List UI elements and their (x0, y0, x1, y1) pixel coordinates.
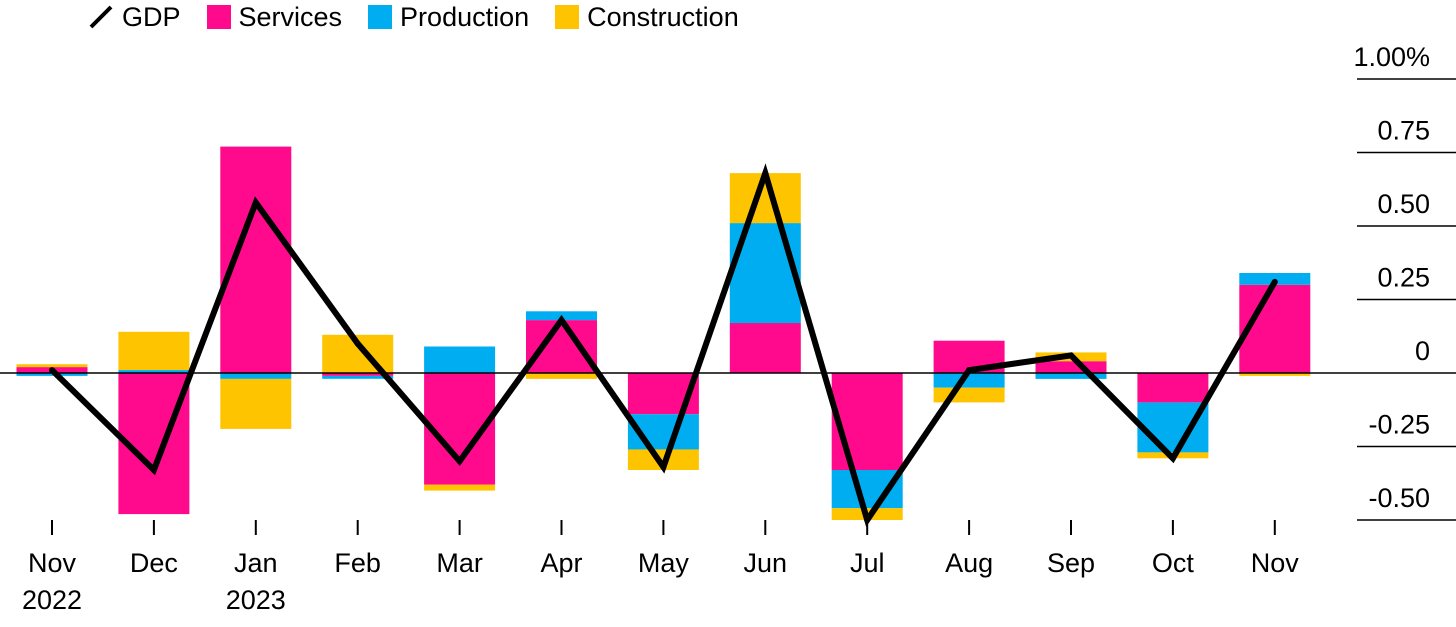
x-tick-label: Oct (1152, 548, 1195, 578)
x-tick-label: Dec (130, 548, 178, 578)
y-tick-label: 0 (1415, 336, 1430, 366)
legend-line-swatch (89, 5, 113, 29)
gdp-point (1068, 352, 1074, 359)
legend-swatch-services (206, 5, 231, 29)
gdp-point (456, 458, 463, 465)
bar-services (526, 320, 597, 373)
x-tick-year-label: 2023 (226, 585, 286, 615)
gdp-point (966, 367, 973, 374)
legend-item-construction: Construction (555, 2, 739, 33)
y-tick-label: 0.50 (1377, 189, 1430, 219)
bar-production (16, 373, 88, 376)
bar-production (831, 470, 903, 509)
bar-production (118, 370, 190, 373)
bar-construction (933, 387, 1005, 403)
x-tick-label: Jul (850, 548, 885, 578)
x-tick-label: Mar (436, 548, 483, 578)
bar-construction (220, 378, 292, 429)
x-tick-label: Nov (28, 548, 77, 578)
legend-label: Production (400, 1, 530, 32)
bar-production (424, 346, 496, 373)
gdp-point (49, 367, 55, 374)
bar-services (831, 373, 903, 470)
y-tick-label: -0.50 (1368, 483, 1430, 513)
x-tick-label: Nov (1251, 548, 1300, 578)
legend-label: Construction (587, 1, 739, 32)
y-tick-label: -0.25 (1368, 410, 1430, 440)
x-tick-label: Jan (234, 548, 278, 578)
bar-production (933, 373, 1005, 388)
legend-item-services: Services (206, 1, 343, 33)
gdp-point (660, 464, 667, 471)
legend-item-gdp: GDP (88, 2, 181, 33)
gdp-point (150, 467, 157, 473)
y-tick-label: 1.00% (1353, 42, 1430, 72)
bar-construction (118, 331, 190, 370)
legend-swatch-construction (555, 5, 580, 29)
gdp-point (762, 170, 769, 177)
bar-services (1137, 373, 1209, 403)
bar-production (220, 373, 292, 379)
gdp-point (1169, 455, 1176, 462)
gdp-point (252, 199, 259, 206)
legend-item-production: Production (368, 2, 529, 33)
bar-services (729, 323, 801, 373)
x-tick-label: Apr (540, 548, 582, 578)
bar-production (1137, 402, 1209, 453)
y-tick-label: 0.25 (1377, 263, 1430, 293)
gdp-point (1271, 278, 1278, 285)
bar-services (1239, 284, 1311, 373)
bar-construction (424, 484, 496, 491)
x-tick-label: Jun (744, 548, 788, 578)
bar-services (322, 373, 394, 376)
legend-label: GDP (122, 1, 181, 32)
gdp-point (558, 317, 565, 324)
bar-production (1035, 373, 1107, 379)
legend-label: Services (238, 1, 343, 32)
x-tick-label: Sep (1047, 548, 1095, 578)
x-tick-label: Feb (334, 548, 381, 578)
y-tick-label: 0.75 (1377, 116, 1430, 146)
chart-legend: GDP Services Production Construction (88, 0, 765, 34)
bar-construction (1239, 373, 1311, 376)
bar-services (1035, 361, 1107, 373)
legend-swatch-production (368, 5, 393, 29)
bar-construction (16, 364, 88, 368)
bar-production (322, 375, 394, 379)
x-tick-label: May (638, 548, 690, 578)
x-tick-year-label: 2022 (22, 585, 82, 615)
gdp-point (354, 340, 361, 347)
bar-construction (526, 373, 597, 379)
x-tick-label: Aug (945, 548, 993, 578)
